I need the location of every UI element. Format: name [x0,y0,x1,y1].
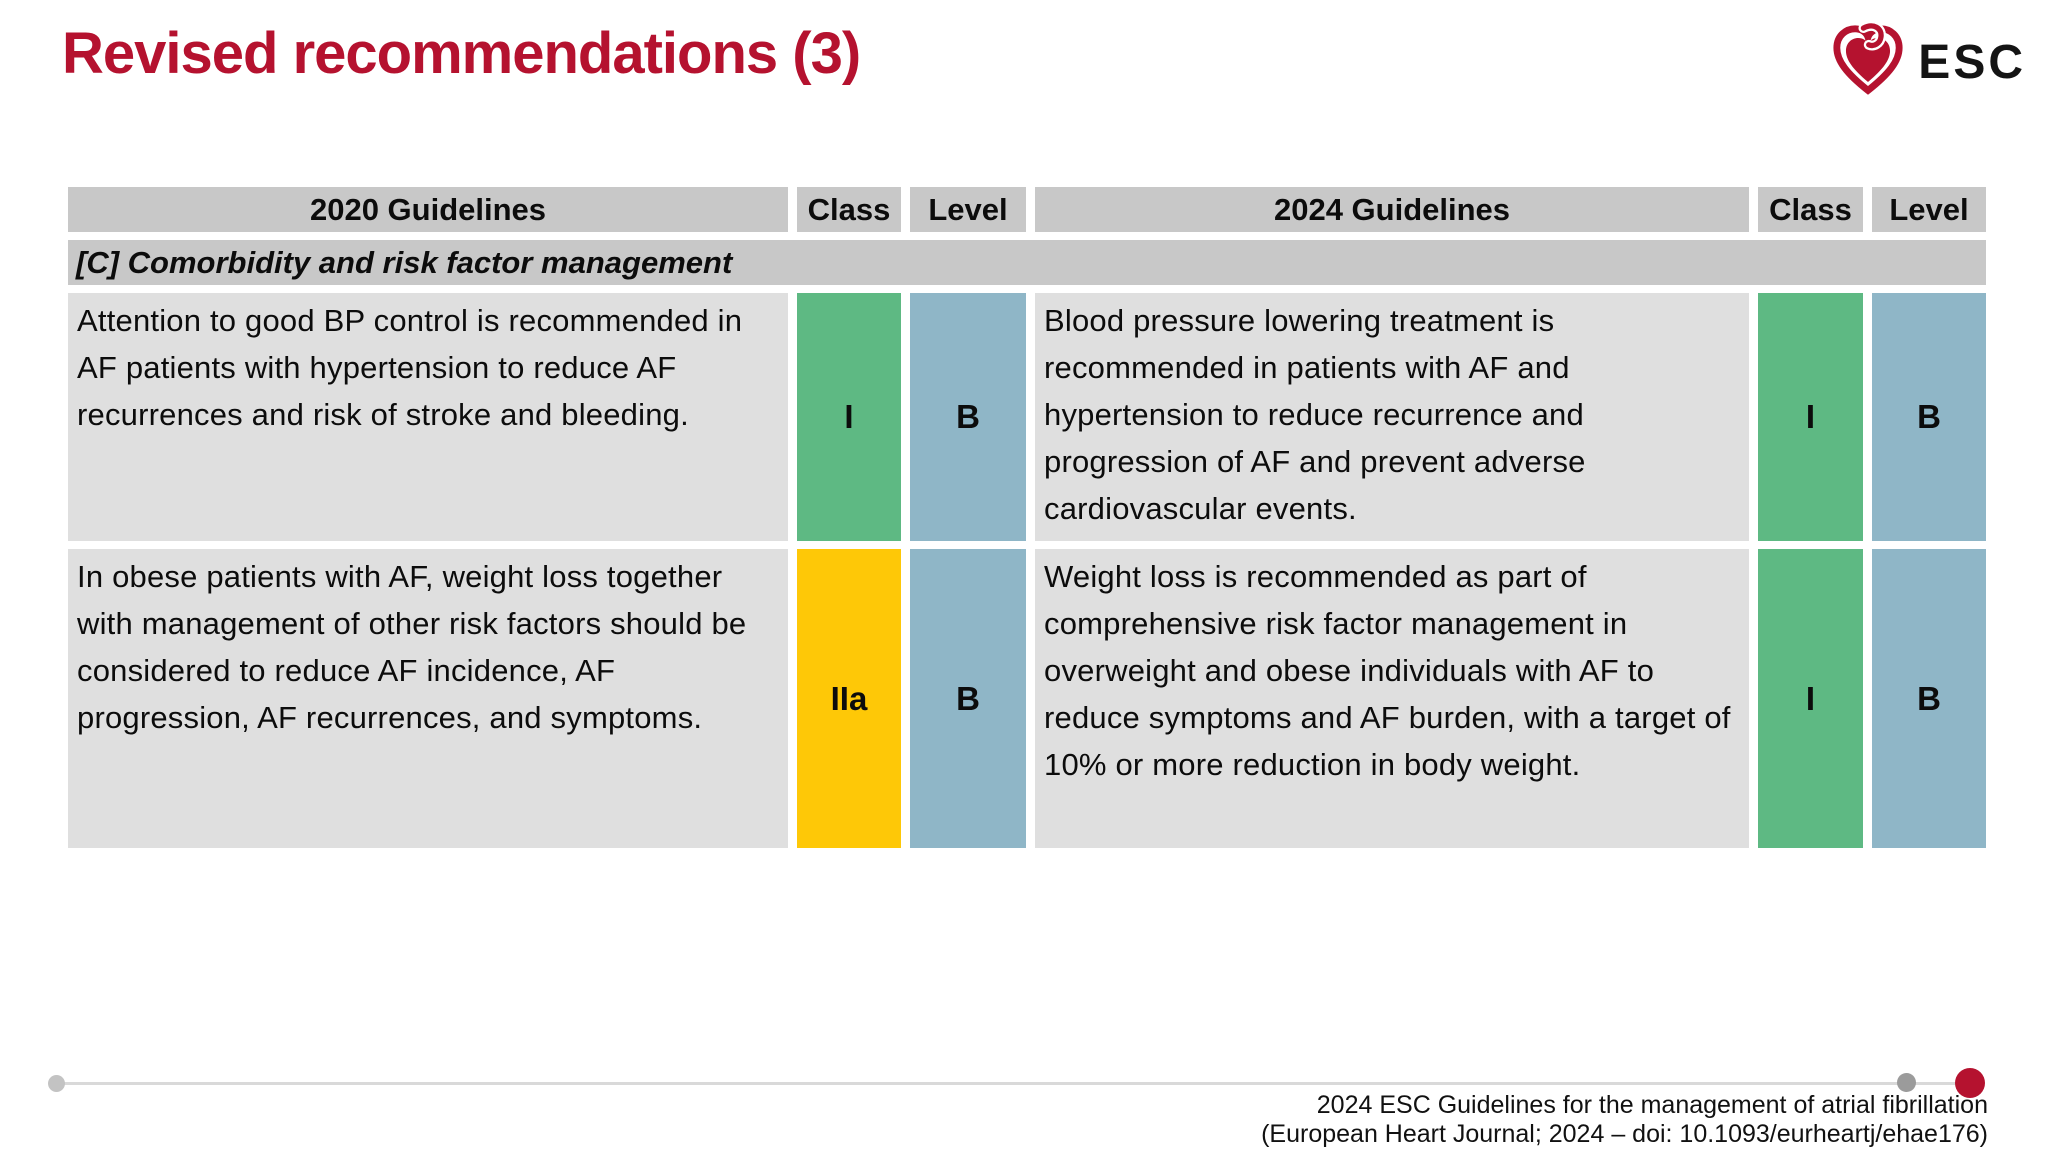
citation-line1: 2024 ESC Guidelines for the management o… [1316,1091,1988,1119]
progress-current-dot [1955,1068,1985,1098]
esc-heart-icon [1830,21,1906,103]
col-header-class-2020: Class [797,187,901,232]
col-header-2024-guidelines: 2024 Guidelines [1035,187,1749,232]
class-badge: I [1758,549,1863,848]
rec-2020-text: In obese patients with AF, weight loss t… [68,549,788,848]
progress-previous-dot [1897,1073,1916,1092]
citation: 2024 ESC Guidelines for the management o… [1261,1091,1988,1149]
rec-2024-text: Weight loss is recommended as part of co… [1035,549,1749,848]
level-badge: B [1872,549,1986,848]
level-badge: B [910,549,1026,848]
rec-2020-text: Attention to good BP control is recommen… [68,293,788,541]
progress-start-dot [48,1075,65,1092]
col-header-class-2024: Class [1758,187,1863,232]
col-header-2020-guidelines: 2020 Guidelines [68,187,788,232]
esc-logo-text: ESC [1918,36,2026,89]
page-title: Revised recommendations (3) [62,21,861,86]
guidelines-comparison-table: 2020 Guidelines Class Level 2024 Guideli… [68,187,1986,848]
col-header-level-2024: Level [1872,187,1986,232]
slide-progress-line [57,1082,1970,1085]
class-badge: I [797,293,901,541]
rec-2024-text: Blood pressure lowering treatment is rec… [1035,293,1749,541]
level-badge: B [910,293,1026,541]
esc-logo: ESC [1830,21,2026,103]
class-badge: I [1758,293,1863,541]
col-header-level-2020: Level [910,187,1026,232]
class-badge: IIa [797,549,901,848]
level-badge: B [1872,293,1986,541]
section-header-comorbidity: [C] Comorbidity and risk factor manageme… [68,240,1986,285]
citation-line2: (European Heart Journal; 2024 – doi: 10.… [1261,1120,1988,1148]
